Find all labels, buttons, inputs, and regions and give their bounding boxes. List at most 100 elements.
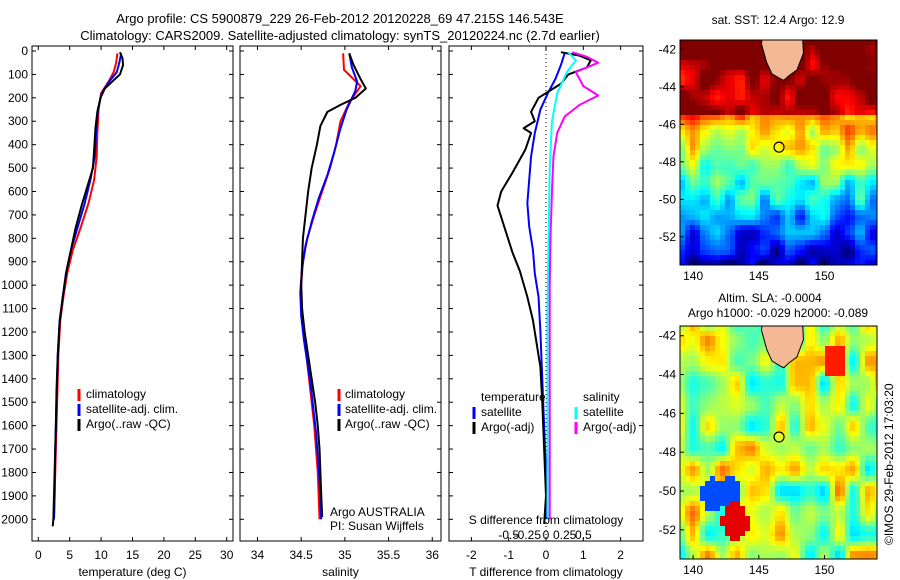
temperature-legend-label: Argo(..raw -QC) (86, 417, 171, 431)
sla-map-title-2: Argo h1000: -0.029 h2000: -0.089 (688, 306, 868, 320)
sst-map-frame (679, 39, 878, 266)
temperature-xtick-label: 30 (220, 548, 234, 562)
sla-map-ytick-label: -50 (659, 484, 677, 498)
salinity-axes-frame (239, 45, 442, 542)
difference-series-salinity-argo-adj- (548, 51, 600, 520)
temperature-xtick-label: 5 (66, 548, 73, 562)
difference-xlabel: T difference from climatology (469, 565, 623, 579)
sla-map-ytick-label: -42 (659, 329, 677, 343)
pi-label: PI: Susan Wijffels (330, 519, 424, 533)
temperature-ytick-label: 1500 (1, 395, 28, 409)
temperature-ytick-label: 300 (8, 114, 28, 128)
salinity-panel: 34 34.5 35 35.5 36 salinity climatologysatelli… (239, 45, 442, 579)
salinity-xtick-label: 34.5 (289, 548, 313, 562)
sst-map-ytick-label: -42 (659, 42, 677, 56)
difference-xtick-label: -1 (503, 548, 514, 562)
temperature-ytick-label: 1300 (1, 348, 28, 362)
page-title: Argo profile: CS 5900879_229 26-Feb-2012… (0, 10, 680, 44)
temperature-ytick-label: 1000 (1, 278, 28, 292)
temperature-legend-label: satellite-adj. clim. (86, 402, 178, 416)
difference-s-tick-label: 0.5 (575, 528, 592, 542)
difference-series-salinity-satellite (546, 51, 577, 520)
sst-map-field (680, 40, 877, 265)
difference-legend-header: temperature (481, 390, 546, 404)
annotations: Argo AUSTRALIA PI: Susan Wijffels ©IMOS … (330, 13, 896, 545)
temperature-xtick-label: 15 (126, 548, 140, 562)
salinity-xtick-label: 35 (338, 548, 352, 562)
salinity-legend-label: satellite-adj. clim. (345, 402, 437, 416)
temperature-ytick-label: 1600 (1, 419, 28, 433)
temperature-legend-label: climatology (86, 387, 146, 401)
temperature-ytick-label: 500 (8, 161, 28, 175)
sla-map-ytick-label: -48 (659, 445, 677, 459)
sla-map-xtick-label: 145 (749, 563, 769, 577)
difference-panel: -2 -1 0 1 2 T difference from climatology -0.5… (448, 45, 644, 579)
sst-map-xtick-label: 145 (749, 269, 769, 283)
sla-map-ytick-label: -52 (659, 523, 677, 537)
temperature-ytick-label: 200 (8, 91, 28, 105)
difference-legend-header: salinity (583, 390, 620, 404)
temperature-ytick-label: 800 (8, 231, 28, 245)
temperature-xtick-label: 0 (35, 548, 42, 562)
difference-xtick-label: -2 (466, 548, 477, 562)
sst-map-ytick-label: -46 (659, 117, 677, 131)
difference-xtick-label: 0 (543, 548, 550, 562)
sla-map-field (680, 326, 877, 559)
sst-map-ytick-label: -44 (659, 80, 677, 94)
temperature-xlabel: temperature (deg C) (78, 565, 186, 579)
sst-map-argo-marker (773, 141, 785, 153)
agency-label: Argo AUSTRALIA (330, 505, 425, 519)
sla-map-ytick-label: -44 (659, 368, 677, 382)
salinity-xtick-label: 36 (426, 548, 440, 562)
difference-legend-label: satellite (583, 405, 624, 419)
temperature-ytick-label: 0 (21, 44, 28, 58)
sst-map-xtick-label: 140 (683, 269, 703, 283)
difference-xtick-label: 2 (617, 548, 624, 562)
temperature-ytick-label: 1400 (1, 372, 28, 386)
sst-map-xtick-label: 150 (814, 269, 834, 283)
title-line-1: Argo profile: CS 5900879_229 26-Feb-2012… (116, 11, 564, 26)
difference-s-tick-label: -0.25 (514, 528, 542, 542)
sla-map-argo-marker (773, 431, 785, 443)
temperature-ytick-label: 1800 (1, 465, 28, 479)
temperature-ytick-label: 600 (8, 184, 28, 198)
temperature-xtick-label: 10 (94, 548, 108, 562)
salinity-series-satellite-adj-clim- (299, 53, 359, 520)
difference-legend-label: Argo(-adj) (481, 420, 534, 434)
salinity-xtick-label: 34 (251, 548, 265, 562)
salinity-series-argo-raw-qc- (300, 52, 367, 517)
sla-map-ytick-label: -46 (659, 406, 677, 420)
difference-legend-label: Argo(-adj) (583, 420, 636, 434)
difference-s-tick-label: -0.5 (498, 528, 519, 542)
difference-xtick-label: 1 (580, 548, 587, 562)
temperature-xtick-label: 25 (189, 548, 203, 562)
difference-legend-label: satellite (481, 405, 522, 419)
sla-map-title-1: Altim. SLA: -0.0004 (718, 291, 822, 305)
temperature-ytick-label: 1100 (2, 302, 28, 316)
temperature-panel: 0 5 10 15 20 25 30 temperature (deg C) 0 100 200 30… (1, 44, 233, 579)
title-line-2: Climatology: CARS2009. Satellite-adjuste… (80, 28, 600, 43)
temperature-series-argo-raw-qc- (51, 51, 125, 527)
difference-s-tick-label: 0 (543, 528, 550, 542)
difference-s-label: S difference from climatology (469, 513, 624, 527)
salinity-legend-label: Argo(..raw -QC) (345, 417, 430, 431)
temperature-ytick-label: 1700 (1, 442, 28, 456)
sst-map-ytick-label: -52 (659, 230, 677, 244)
temperature-ytick-label: 400 (8, 138, 28, 152)
sst-map-ytick-label: -48 (659, 155, 677, 169)
sst-map-ytick-label: -50 (659, 192, 677, 206)
salinity-legend-label: climatology (345, 387, 405, 401)
difference-series-temperature-argo-adj- (496, 51, 592, 525)
sst-map-land (760, 40, 804, 81)
salinity-xlabel: salinity (322, 565, 359, 579)
temperature-ytick-label: 2000 (1, 512, 28, 526)
sla-map-land (760, 326, 804, 369)
temperature-xtick-label: 20 (157, 548, 171, 562)
temperature-ytick-label: 1900 (1, 489, 28, 503)
temperature-ytick-label: 100 (8, 67, 28, 81)
salinity-series-climatology (300, 53, 362, 520)
temperature-ytick-label: 1200 (1, 325, 28, 339)
credit-label: ©IMOS 29-Feb-2012 17:03:20 (882, 383, 896, 545)
sla-map-frame (679, 325, 878, 560)
